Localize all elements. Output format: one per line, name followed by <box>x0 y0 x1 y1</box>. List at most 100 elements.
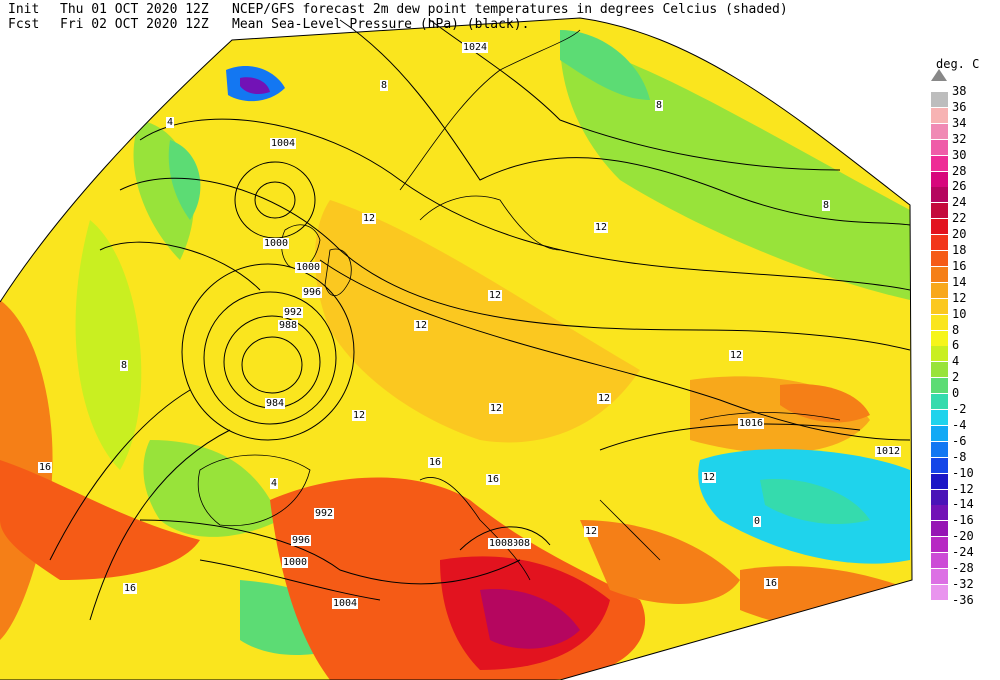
legend-swatch <box>931 553 948 569</box>
isobar-label: 988 <box>278 320 299 331</box>
isobar-label: 992 <box>283 307 304 318</box>
legend-swatch <box>931 457 948 473</box>
contour-label: 8 <box>120 360 129 371</box>
legend-level-label: 18 <box>952 243 967 257</box>
legend-swatch <box>931 123 948 139</box>
hot-zone-blacksea <box>780 384 870 423</box>
contour-label: 8 <box>380 80 389 91</box>
legend-swatch <box>931 489 948 505</box>
green-zone-east <box>560 40 910 300</box>
iceland-coldest <box>240 77 270 94</box>
isobar-label: 1012 <box>875 446 902 457</box>
legend-swatch <box>931 266 948 282</box>
legend-level-label: 26 <box>952 179 967 194</box>
legend-swatch <box>931 362 948 378</box>
contour-label: 12 <box>702 472 717 483</box>
legend-level-label: -6 <box>952 433 967 448</box>
legend-level-label: 2 <box>952 370 960 385</box>
contour-label: 12 <box>594 222 609 233</box>
med-hottest <box>480 589 580 649</box>
legend-level-label: 10 <box>952 306 967 321</box>
legend-swatch <box>931 346 948 362</box>
legend-swatch <box>931 425 948 441</box>
legend-level-label: -2 <box>952 402 967 416</box>
isobar-label: 996 <box>302 287 323 298</box>
contour-label: 12 <box>584 526 599 537</box>
isobar-label: 1000 <box>295 262 322 273</box>
warm-zone-central <box>315 200 640 443</box>
legend-level-label: 34 <box>952 115 967 130</box>
atlantic-hot <box>0 460 200 580</box>
legend-level-label: 6 <box>952 338 960 353</box>
legend-swatch <box>931 330 948 346</box>
legend-level-label: 24 <box>952 195 967 210</box>
legend-level-label: -8 <box>952 449 967 464</box>
legend-level-label: -16 <box>952 513 974 528</box>
legend-level-label: -4 <box>952 417 967 432</box>
contour-label: 8 <box>655 100 664 111</box>
map-domain-border <box>0 17 913 680</box>
contour-label: 12 <box>729 350 744 361</box>
contour-label: 12 <box>414 320 429 331</box>
legend-swatch <box>931 537 948 553</box>
light-green-atlantic <box>75 220 142 470</box>
isobar-label: 1004 <box>270 138 297 149</box>
isobar-label: 1008 <box>505 538 532 549</box>
legend-unit: deg. C <box>936 57 980 71</box>
legend-swatch <box>931 171 948 187</box>
legend-level-label: 4 <box>952 354 960 369</box>
dry-zone-anatolia-inner <box>760 479 870 525</box>
legend-level-label: 22 <box>952 211 967 226</box>
aegean-warm <box>580 520 740 604</box>
legend-level-label: 8 <box>952 322 960 337</box>
legend-swatch <box>931 203 948 219</box>
legend-swatch <box>931 505 948 521</box>
legend-swatch <box>931 282 948 298</box>
isobar-label: 1004 <box>332 598 359 609</box>
iberia-dry <box>143 440 280 537</box>
contour-label: 12 <box>488 290 503 301</box>
legend-level-label: 32 <box>952 131 967 146</box>
contour-label: 4 <box>270 478 279 489</box>
legend-level-label: -14 <box>952 497 974 512</box>
legend-swatch <box>931 251 948 266</box>
legend-swatch <box>931 139 948 155</box>
legend-swatch <box>931 314 948 330</box>
isobar-label: 992 <box>314 508 335 519</box>
legend-swatch <box>931 584 948 600</box>
isobar-label: 984 <box>265 398 286 409</box>
legend-swatch <box>931 92 948 107</box>
contour-label: 0 <box>753 516 762 527</box>
legend-level-label: -10 <box>952 465 974 480</box>
contour-label: 16 <box>764 578 779 589</box>
legend-swatch <box>931 473 948 489</box>
legend-swatch <box>931 235 948 251</box>
contour-label: 12 <box>489 403 504 414</box>
legend-swatch <box>931 410 948 425</box>
legend-swatch <box>931 187 948 203</box>
legend-level-label: -24 <box>952 545 974 560</box>
contour-label: 16 <box>123 583 138 594</box>
legend-level-label: 12 <box>952 290 967 305</box>
isobar-label: 1024 <box>462 42 489 53</box>
legend-level-label: 30 <box>952 147 967 162</box>
legend-level-label: 38 <box>952 84 967 98</box>
contour-label: 12 <box>362 213 377 224</box>
contour-label: 8 <box>822 200 831 211</box>
contour-label: 16 <box>428 457 443 468</box>
legend-level-label: 20 <box>952 227 967 242</box>
legend-swatch <box>931 441 948 457</box>
legend-swatch <box>931 378 948 394</box>
legend-swatch <box>931 394 948 410</box>
legend-swatch <box>931 219 948 235</box>
init-value: Thu 01 OCT 2020 12Z <box>60 2 209 17</box>
legend-swatch <box>931 107 948 123</box>
legend-level-label: -28 <box>952 561 974 575</box>
contour-label: 16 <box>38 462 53 473</box>
isobar-label: 1000 <box>263 238 290 249</box>
legend-level-label: -20 <box>952 529 974 544</box>
title-line-1: NCEP/GFS forecast 2m dew point temperatu… <box>232 2 788 17</box>
cyan-zone-atlantic <box>168 140 201 220</box>
